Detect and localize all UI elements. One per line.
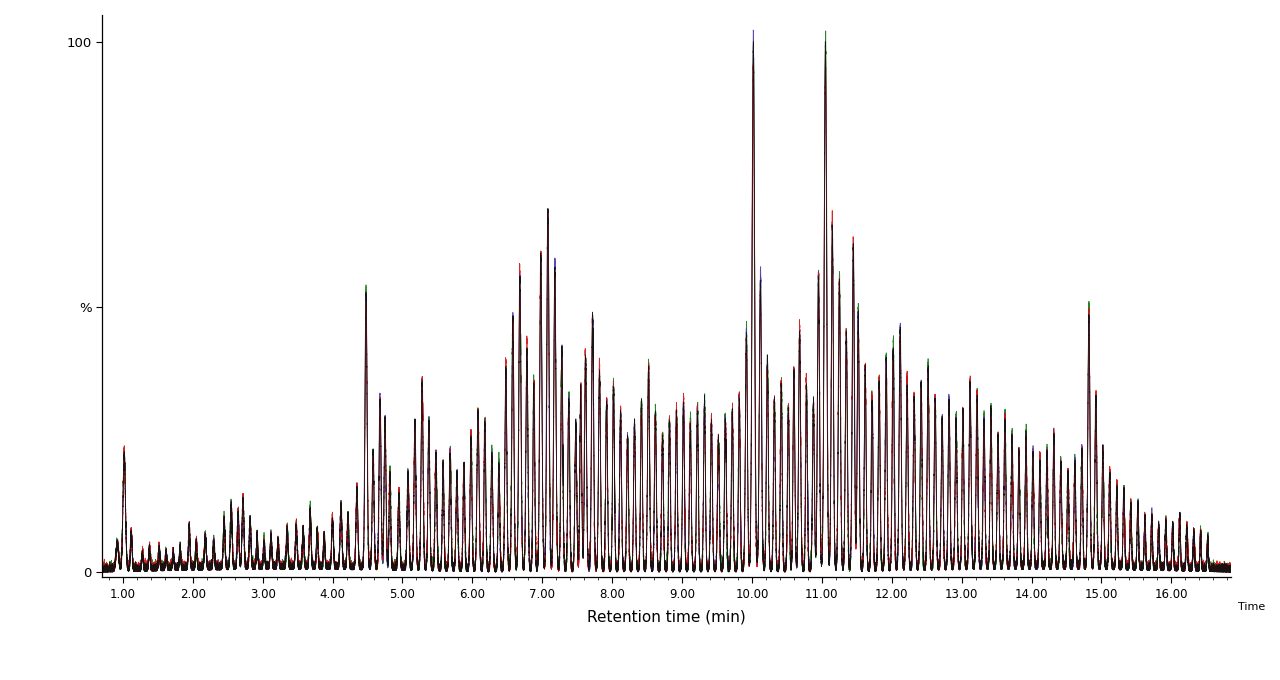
X-axis label: Retention time (min): Retention time (min)	[588, 609, 746, 624]
Text: Time: Time	[1238, 602, 1265, 613]
